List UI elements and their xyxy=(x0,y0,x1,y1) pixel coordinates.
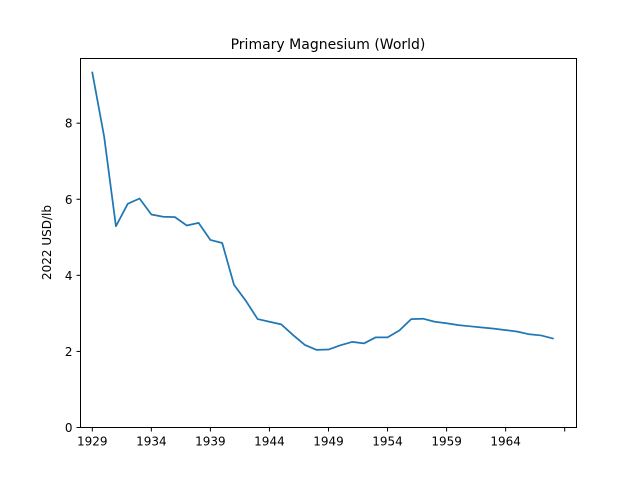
y-axis-label: 2022 USD/lb xyxy=(40,205,54,280)
x-tick-label-3: 1944 xyxy=(254,435,285,449)
y-tick-label-2: 4 xyxy=(65,269,73,283)
y-tick-label-1: 2 xyxy=(65,345,73,359)
x-tick-label-5: 1954 xyxy=(372,435,403,449)
x-tick-label-0: 1929 xyxy=(77,435,108,449)
chart-title: Primary Magnesium (World) xyxy=(231,37,426,53)
x-tick-label-7: 1964 xyxy=(490,435,521,449)
x-tick-label-2: 1939 xyxy=(195,435,226,449)
y-tick-label-4: 8 xyxy=(65,117,73,131)
plot-frame xyxy=(80,58,577,428)
x-tick-label-4: 1949 xyxy=(313,435,344,449)
y-tick-label-0: 0 xyxy=(65,421,73,435)
x-tick-label-1: 1934 xyxy=(136,435,167,449)
plot-area xyxy=(91,71,554,351)
x-tick-label-6: 1959 xyxy=(431,435,462,449)
series-line-0 xyxy=(91,71,554,351)
y-tick-label-3: 6 xyxy=(65,193,73,207)
